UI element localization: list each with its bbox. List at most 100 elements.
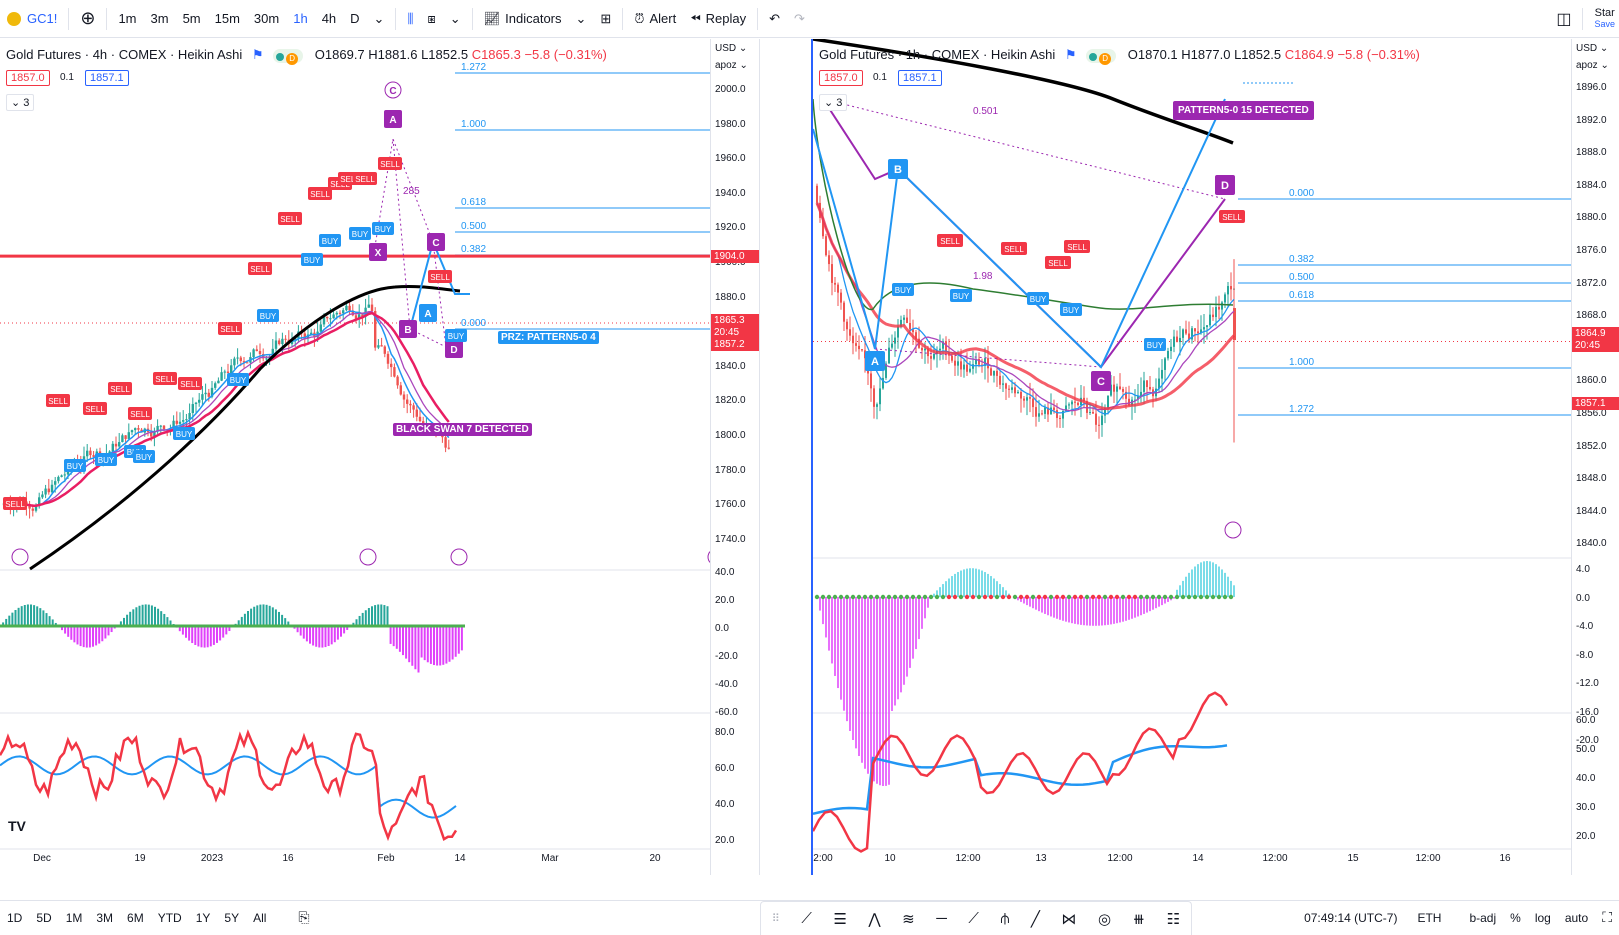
range-5d[interactable]: 5D [36,910,52,925]
buy-signal-label: BUY [67,462,84,471]
range-1y[interactable]: 1Y [195,910,211,925]
right-macd-dot [1156,594,1162,600]
fib-tools-icon[interactable]: ☰ [833,910,847,928]
star-save-button[interactable]: Star Save [1587,0,1619,38]
right-candle-body [1185,329,1187,334]
line-icon[interactable]: ╱ [1030,910,1040,928]
right-bid-box[interactable]: 1857.0 [819,70,863,86]
interval-5m[interactable]: 5m [182,11,201,26]
alert-button[interactable]: ⏰︎ Alert [627,0,683,38]
sell-signal-label: SELL [250,265,270,274]
adjust-toggle[interactable]: b-adj [1469,910,1497,925]
percent-toggle[interactable]: % [1510,910,1521,925]
settings-sliders-icon[interactable]: ⧻ [1132,910,1146,928]
left-open: O1869.7 [314,47,365,62]
left-price-axis[interactable]: USD ⌄ apoz ⌄ 2000.0 1980.0 1960.0 1940.0 1920.… [710,39,759,875]
interval-dropdown-chevron-down-icon[interactable]: ⌄ [373,10,385,26]
left-indicator-toggle[interactable]: ⌄ 3 [6,94,35,111]
right-candle-body [849,329,851,336]
left-chart-canvas[interactable]: Dec19202316Feb14Mar20Apr1.2721.0000.6180… [0,39,760,875]
interval-30m[interactable]: 30m [253,11,280,26]
pattern-tools-icon[interactable]: ⋀ [868,910,881,928]
right-macd-dot [838,594,844,600]
auto-toggle[interactable]: auto [1564,910,1589,925]
right-price-axis[interactable]: USD ⌄ apoz ⌄ 1896.0 1892.0 1888.0 1884.0 1880.… [1571,39,1619,875]
right-macd-dot [892,594,898,600]
right-candle-body [1224,294,1226,303]
candle-style-icon[interactable]: ⧆ [427,10,436,26]
indicators-chevron-down-icon[interactable]: ⌄ [575,10,587,26]
right-ma-blue [816,202,1235,415]
right-chart-canvas[interactable]: 2:00 10 12:00 13 12:00 14 12:00 15 12:00 16 0.000 0… [813,39,1619,875]
gold-symbol-icon [7,11,21,26]
left-chart-pane[interactable]: Dec19202316Feb14Mar20Apr1.2721.0000.6180… [0,39,760,875]
right-candle-body [1230,286,1232,290]
range-5y[interactable]: 5Y [224,910,240,925]
undo-icon[interactable]: ↶ [769,10,780,26]
left-fib-label: 1.272 [461,62,486,73]
right-candle-body [1209,314,1211,326]
fullscreen-icon[interactable]: ⛶ [1602,909,1612,925]
goto-date-icon[interactable]: ⎘ [298,909,310,925]
range-6m[interactable]: 6M [127,910,144,925]
interval-1m[interactable]: 1m [118,11,137,26]
layout-grid-icon[interactable]: ⊞ [600,10,612,26]
compare-add-icon[interactable]: ⊕ [80,8,96,28]
right-ask-box[interactable]: 1857.1 [898,70,942,86]
range-ytd[interactable]: YTD [157,910,182,925]
right-pattern-point-label: D [1221,180,1229,192]
left-pattern-point-marker [445,340,463,358]
right-candle-body [909,323,911,330]
spiral-icon[interactable]: ◎ [1097,910,1112,928]
clock-label[interactable]: 07:49:14 (UTC-7) [1304,910,1398,925]
left-change: −5.8 (−0.31%) [524,47,607,62]
chart-style-chevron-down-icon[interactable]: ⌄ [449,10,461,26]
left-ask-box[interactable]: 1857.1 [85,70,129,86]
session-toggle[interactable]: ETH [1417,910,1442,925]
right-macd-dot [946,594,952,600]
trend-tools-icon[interactable]: ⟋ [801,910,812,927]
left-price-tick: 1840.0 [715,360,746,372]
left-bid-box[interactable]: 1857.0 [6,70,50,86]
right-indicator-toggle[interactable]: ⌄ 3 [819,94,848,111]
buy-signal-label: BUY [322,237,339,246]
left-candle-body [86,450,89,457]
indicators-button[interactable]: 📈︎ Indicators [477,0,569,38]
object-tree-icon[interactable]: ☷ [1166,910,1181,928]
log-toggle[interactable]: log [1534,910,1551,925]
bar-style-icon[interactable]: ⫼ [407,10,414,26]
pitchfork-icon[interactable]: ⫛ [1000,910,1010,927]
interval-15m[interactable]: 15m [214,11,240,26]
left-candle-body [303,333,306,339]
chevron-down-icon: ⌄ [824,97,837,109]
sell-signal-tag [83,402,107,415]
buy-signal-label: BUY [260,312,277,321]
ray-icon[interactable]: ⟋ [968,910,979,927]
symbol-search[interactable]: GC1! [0,0,64,38]
interval-1h[interactable]: 1h [293,11,308,26]
buy-signal-tag [950,289,972,302]
range-3m[interactable]: 3M [96,910,114,925]
right-candle-body [1158,378,1160,389]
right-macd-tick: -8.0 [1576,649,1594,661]
gann-tools-icon[interactable]: ≋ [902,910,915,928]
interval-d[interactable]: D [350,11,360,26]
horizontal-line-icon[interactable]: ─ [936,910,947,927]
range-1d[interactable]: 1D [7,910,23,925]
range-1m[interactable]: 1M [65,910,83,925]
sidebar-toggle-icon[interactable]: ◫ [1556,10,1572,28]
right-currency-select: USD ⌄ [1576,43,1609,54]
sell-signal-label: SELL [340,175,360,184]
interval-4h[interactable]: 4h [321,11,337,26]
range-all[interactable]: All [253,910,267,925]
alarm-clock-icon: ⏰︎ [634,10,645,26]
right-chart-pane[interactable]: 2:00 10 12:00 13 12:00 14 12:00 15 12:00 16 0.000 0… [811,39,1619,875]
drag-handle-icon[interactable]: ⠿ [771,913,780,925]
xabcd-icon[interactable]: ⋈ [1061,910,1077,928]
redo-icon[interactable]: ↷ [793,10,805,26]
left-candle-body [204,392,207,395]
right-candle-body [1071,401,1073,405]
left-candle-body [92,455,95,457]
interval-3m[interactable]: 3m [150,11,169,26]
replay-button[interactable]: ⏪︎ Replay [683,0,753,38]
